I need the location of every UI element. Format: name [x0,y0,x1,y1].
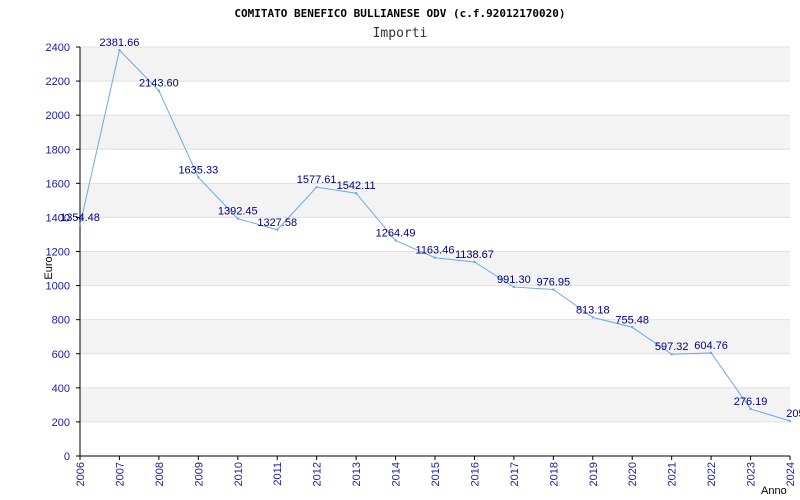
x-tick-label: 2016 [469,462,481,486]
x-axis-label: Anno [761,485,787,497]
grid-band [80,319,790,354]
x-tick-label: 2015 [430,462,442,486]
y-tick-label: 800 [52,315,70,327]
data-point [354,191,358,195]
data-point [78,223,82,227]
series-group [78,48,792,423]
data-label: 755.48 [615,314,649,326]
x-tick-label: 2019 [588,462,600,486]
data-label: 1163.46 [416,245,455,257]
y-tick-label: 1800 [46,144,70,156]
y-tick-label: 2200 [46,76,70,88]
y-axis-label: Euro [43,256,55,279]
data-point [236,217,239,220]
data-label: 991.30 [497,274,531,286]
data-label: 1138.67 [455,249,494,261]
x-tick-label: 2022 [706,462,718,486]
x-axis-ticks: 2006 2007 2008 2009 2010 2011 2012 2013 2014 2015… [75,456,797,486]
grid-band [80,47,790,82]
data-label: 604.76 [694,340,728,352]
y-tick-label: 1600 [46,178,70,190]
x-tick-label: 2013 [351,462,363,486]
y-tick-label: 1200 [46,247,70,259]
x-tick-label: 2023 [746,462,758,486]
x-tick-label: 2021 [667,462,679,486]
data-label: 1392.45 [218,206,258,218]
data-point [788,419,792,423]
grid-band [80,115,790,150]
data-label: 1327.58 [257,217,297,229]
data-label: 2143.60 [139,78,179,90]
x-tick-label: 2017 [509,462,521,486]
data-label: 276.19 [734,396,768,408]
data-point [157,89,161,92]
x-tick-label: 2018 [548,462,560,486]
data-label: 1635.33 [178,164,218,176]
chart-subtitle: Importi [373,26,428,41]
data-label: 1264.49 [376,228,416,240]
y-axis-ticks: 0 200 400 600 800 1000 1200 1400 1600 1800 2000 220… [46,42,80,463]
data-point [552,288,555,291]
plot-bands [80,47,790,422]
series-line [79,49,791,422]
y-tick-label: 1400 [46,212,70,224]
data-point [276,228,279,231]
data-point [709,351,713,355]
data-label: 2381.66 [100,37,140,49]
y-tick-label: 2000 [46,110,70,122]
data-point [433,256,437,259]
x-tick-label: 2009 [193,462,205,486]
data-point [473,260,476,264]
x-tick-label: 2010 [233,462,245,486]
data-label: 976.95 [537,277,571,289]
data-point [315,185,318,189]
y-tick-label: 2400 [46,42,70,54]
chart-title: COMITATO BENEFICO BULLIANESE ODV (c.f.92… [234,7,565,20]
data-point [512,285,516,289]
x-tick-label: 2008 [154,462,166,486]
y-tick-label: 600 [52,349,70,361]
x-tick-label: 2006 [75,462,87,486]
x-tick-label: 2014 [391,462,403,486]
data-label: 813.18 [576,304,610,316]
y-tick-label: 1000 [46,281,70,293]
data-point [197,176,200,179]
data-labels: 1354.48 2381.66 2143.60 1635.33 1392.451327.… [60,37,800,420]
x-tick-label: 2011 [272,462,284,486]
gridlines [80,46,790,423]
y-tick-label: 200 [52,417,70,429]
data-point [591,316,594,319]
data-label: 1542.11 [337,180,376,192]
x-tick-label: 2007 [114,462,126,486]
data-point [118,48,121,52]
data-label: 1354.48 [60,212,100,224]
grid-band [80,183,790,218]
data-label: 597.32 [655,341,689,353]
data-point [631,326,634,329]
x-tick-label: 2020 [627,462,639,486]
y-tick-label: 0 [64,451,70,463]
data-point [749,407,752,411]
data-label: 205.2 [786,408,800,420]
data-label: 1577.61 [297,174,337,186]
x-tick-label: 2012 [312,462,324,486]
data-point [394,239,397,242]
grid-band [80,387,790,422]
x-tick-label: 2024 [785,462,797,486]
y-tick-label: 400 [52,383,70,395]
data-point [670,353,673,356]
